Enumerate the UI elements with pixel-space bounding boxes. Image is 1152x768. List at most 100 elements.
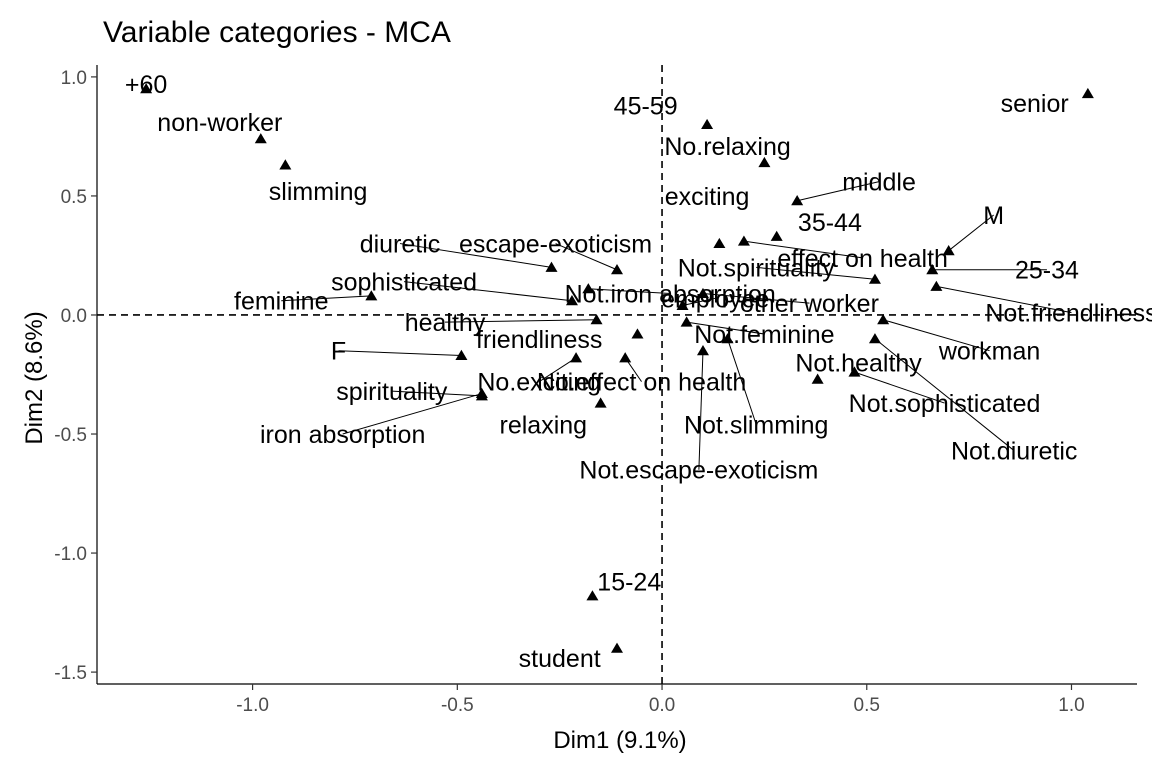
leader-line xyxy=(936,285,1072,314)
data-point xyxy=(570,352,583,363)
data-labels: +60 non-worker slimming 45-59 No.relaxing sen… xyxy=(125,71,1152,673)
leader-line xyxy=(854,371,945,404)
x-tick-label: 0.5 xyxy=(854,695,880,716)
chart-title: Variable categories - MCA xyxy=(103,16,451,49)
leader-line xyxy=(445,319,597,323)
point-label: exciting xyxy=(665,183,750,211)
data-point xyxy=(619,352,632,363)
data-point xyxy=(930,280,943,291)
data-point xyxy=(140,83,153,94)
point-label: Not.slimming xyxy=(684,411,828,439)
point-label: slimming xyxy=(269,178,368,206)
point-label: healthy xyxy=(405,309,486,337)
point-label: middle xyxy=(842,169,916,197)
data-point xyxy=(455,349,468,360)
data-point xyxy=(942,245,955,256)
leader-line xyxy=(338,350,462,356)
point-label: spirituality xyxy=(336,378,448,406)
point-label: senior xyxy=(1001,90,1069,118)
data-point xyxy=(1081,87,1094,99)
data-point xyxy=(590,314,603,325)
x-axis-title: Dim1 (9.1%) xyxy=(553,727,686,754)
point-label: feminine xyxy=(234,288,329,316)
data-point xyxy=(811,373,824,384)
point-label: Not.spirituality xyxy=(678,254,835,282)
point-label: employee xyxy=(661,285,769,313)
point-label: friendliness xyxy=(476,326,602,354)
leader-line xyxy=(756,266,876,280)
point-label: No.effect on health xyxy=(537,369,746,397)
y-tick-label: -0.5 xyxy=(54,425,87,446)
leader-line xyxy=(342,393,483,435)
data-point xyxy=(594,397,607,408)
data-point xyxy=(279,159,292,170)
point-label: 45-59 xyxy=(614,92,678,120)
data-point xyxy=(582,283,595,294)
leader-line xyxy=(538,357,577,383)
x-tick-label: -1.0 xyxy=(236,695,269,716)
point-label: Not.healthy xyxy=(795,350,922,378)
point-label: student xyxy=(519,645,601,673)
data-point xyxy=(631,328,644,339)
point-label: Not.sophisticated xyxy=(849,390,1041,418)
leader-line xyxy=(404,281,573,302)
x-tick-label: -0.5 xyxy=(441,695,474,716)
axes: -1.0 -0.5 0.0 0.5 1.0 -1.5 -1.0 -0.5 0.0 0.5 1.0 xyxy=(54,65,1137,716)
point-label: effect on health xyxy=(777,245,948,273)
leader-line xyxy=(727,338,757,425)
point-label: Not.diuretic xyxy=(951,438,1077,466)
point-label: Not.friendliness xyxy=(985,300,1152,328)
y-axis-title: Dim2 (8.6%) xyxy=(21,311,48,444)
point-label: other worker xyxy=(740,290,879,318)
leader-line xyxy=(797,181,880,202)
data-point xyxy=(758,156,771,168)
point-label: iron absorption xyxy=(260,421,425,449)
data-point xyxy=(701,118,714,130)
leader-line xyxy=(686,321,765,335)
data-point xyxy=(611,642,623,653)
leader-line xyxy=(555,243,618,271)
data-point xyxy=(848,366,861,377)
y-tick-label: -1.0 xyxy=(54,544,87,565)
leader-line xyxy=(399,243,552,268)
point-label: F xyxy=(331,338,346,366)
point-label: Not.iron absorption xyxy=(565,281,776,309)
data-point xyxy=(868,273,881,284)
point-label: Not.escape-exoticism xyxy=(579,457,818,485)
data-point xyxy=(680,316,693,327)
point-label: escape-exoticism xyxy=(459,231,652,259)
leader-line xyxy=(391,390,482,397)
x-tick-label: 0.0 xyxy=(649,695,675,716)
y-tick-label: 0.0 xyxy=(61,306,87,327)
data-point xyxy=(696,344,709,356)
leader-line xyxy=(682,297,716,306)
point-label: 25-34 xyxy=(1015,257,1079,285)
leader-line xyxy=(948,214,995,252)
data-point xyxy=(676,299,689,310)
point-label: Not.feminine xyxy=(694,321,834,349)
data-point xyxy=(696,287,709,299)
data-point xyxy=(770,230,783,241)
data-point xyxy=(713,237,726,249)
point-label: sophisticated xyxy=(331,269,477,297)
data-markers xyxy=(140,83,1094,653)
data-point xyxy=(868,333,881,344)
y-tick-label: 1.0 xyxy=(61,68,87,89)
point-label: relaxing xyxy=(500,411,588,439)
point-label: +60 xyxy=(125,71,167,99)
leader-lines xyxy=(281,181,1072,470)
data-point xyxy=(586,590,599,601)
data-point xyxy=(926,264,939,275)
data-point xyxy=(545,261,558,272)
data-point xyxy=(565,294,578,306)
point-label: No.exciting xyxy=(477,369,601,397)
point-label: non-worker xyxy=(157,109,282,137)
leader-line xyxy=(743,240,863,259)
y-tick-label: -1.5 xyxy=(54,663,87,684)
leader-line xyxy=(702,293,810,304)
data-point xyxy=(737,235,750,246)
leader-line xyxy=(874,338,1015,452)
data-point xyxy=(475,387,488,399)
data-point xyxy=(877,314,890,325)
